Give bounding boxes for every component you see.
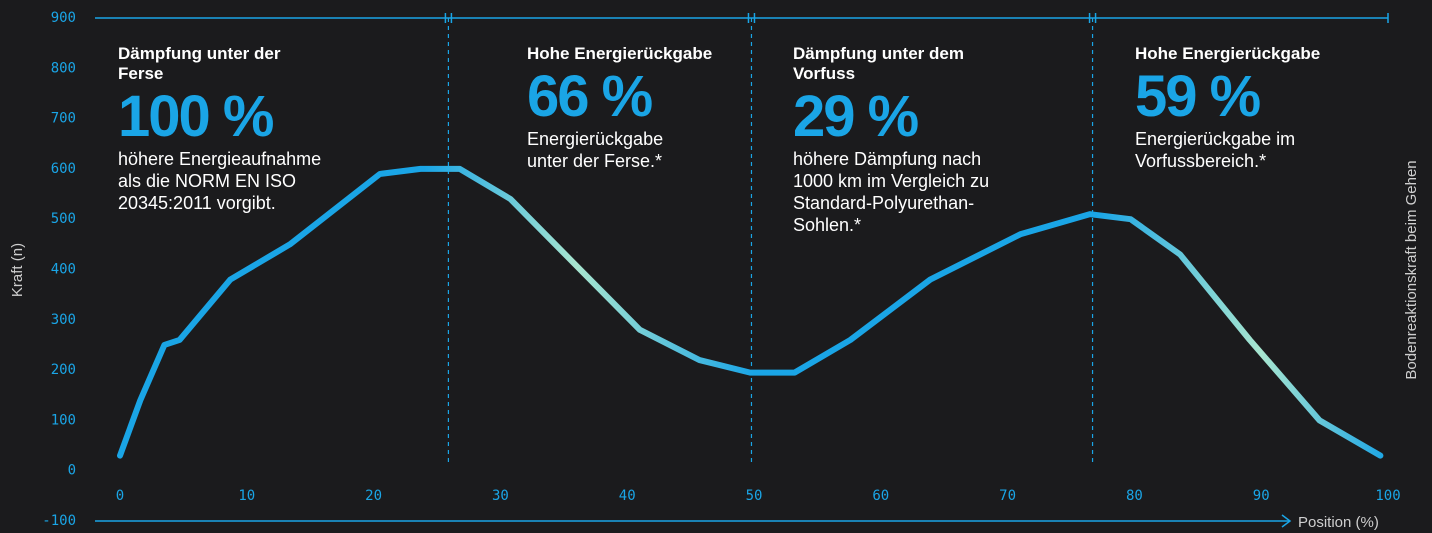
annotation-text: höhere Energieaufnahme — [118, 149, 322, 169]
x-tick-label: 50 — [746, 488, 763, 504]
annotation-heading: Ferse — [118, 64, 164, 83]
y-tick-label: -100 — [42, 513, 76, 529]
y-tick-label: 600 — [51, 161, 76, 177]
x-tick-label: 80 — [1126, 488, 1143, 504]
annotation-value: 29 % — [793, 84, 919, 149]
y-tick-label: 500 — [51, 211, 76, 227]
x-tick-label: 60 — [872, 488, 889, 504]
annotation-heading: Dämpfung unter dem — [793, 44, 964, 63]
annotation: Dämpfung unter dem Vorfuss 29 % höhere Dämp… — [793, 44, 1033, 236]
annotation-value: 59 % — [1135, 64, 1261, 129]
annotation-text: 1000 km im Vergleich zu — [793, 171, 990, 191]
annotation-text: unter der Ferse.* — [527, 151, 663, 171]
annotation: Hohe Energierückgabe 59 % Energierückgabe … — [1135, 44, 1375, 172]
y-tick-label: 700 — [51, 111, 76, 127]
x-tick-label: 100 — [1375, 488, 1400, 504]
x-arrow-head — [1281, 514, 1292, 528]
y-tick-label: 100 — [51, 412, 76, 428]
y-tick-label: 200 — [51, 362, 76, 378]
annotation-text: Vorfussbereich.* — [1135, 151, 1267, 171]
annotation-text: Sohlen.* — [793, 215, 862, 235]
annotation-value: 66 % — [527, 64, 653, 129]
annotation: Hohe Energierückgabe 66 % Energierückgabe u… — [527, 44, 767, 172]
x-tick-label: 90 — [1253, 488, 1270, 504]
y-tick-label: 0 — [68, 463, 76, 479]
x-tick-label: 20 — [365, 488, 382, 504]
annotation-heading: Hohe Energierückgabe — [1135, 44, 1321, 63]
annotation-heading: Hohe Energierückgabe — [527, 44, 713, 63]
x-tick-label: 0 — [116, 488, 124, 504]
annotation-text: Energierückgabe — [527, 129, 664, 149]
x-tick-label: 30 — [492, 488, 509, 504]
annotation-text: Energierückgabe im — [1135, 129, 1296, 149]
force-line — [117, 165, 1384, 459]
y-axis-label: Kraft (n) — [9, 243, 26, 297]
annotation-text: Standard-Polyurethan- — [793, 193, 975, 213]
annotation-text: 20345:2011 vorgibt. — [118, 193, 276, 213]
annotation-heading: Vorfuss — [793, 64, 856, 83]
annotation-heading: Dämpfung unter der — [118, 44, 281, 63]
y-tick-label: 300 — [51, 312, 76, 328]
right-label: Bodenreaktionskraft beim Gehen — [1403, 160, 1420, 379]
annotation-text: als die NORM EN ISO — [118, 171, 297, 191]
x-axis-label: Position (%) — [1298, 514, 1379, 531]
x-tick-label: 70 — [999, 488, 1016, 504]
y-tick-label: 900 — [51, 10, 76, 26]
x-tick-label: 40 — [619, 488, 636, 504]
y-tick-label: 800 — [51, 60, 76, 76]
x-tick-label: 10 — [238, 488, 255, 504]
annotation-value: 100 % — [118, 84, 274, 149]
annotation-text: höhere Dämpfung nach — [793, 149, 982, 169]
annotation: Dämpfung unter der Ferse 100 % höhere Energ… — [118, 44, 358, 214]
y-tick-label: 400 — [51, 262, 76, 278]
